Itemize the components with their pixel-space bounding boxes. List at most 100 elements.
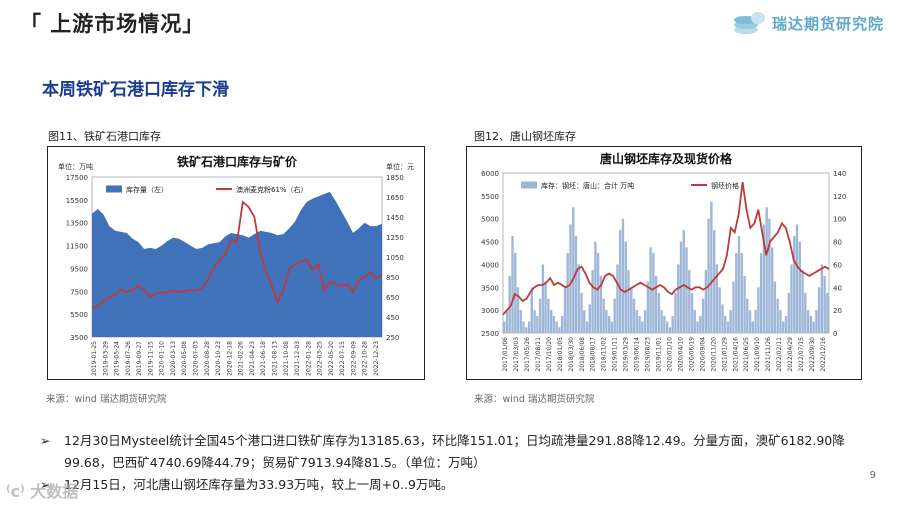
bullet-text: 12月30日Mysteel统计全国45个港口进口铁矿库存为13185.63，环比…: [64, 433, 845, 470]
x-axis-tick: 2021-06-18: [260, 341, 267, 376]
brand-logo: 瑞达期货研究院: [732, 10, 884, 36]
inventory-bar: [508, 275, 511, 333]
inventory-bar: [682, 230, 685, 333]
inventory-bar: [505, 310, 509, 333]
x-axis-tick: 2019-07-26: [125, 341, 132, 376]
inventory-bar: [627, 270, 630, 333]
x-axis-tick: 2018/01/05: [557, 337, 564, 372]
x-axis-tick: 2020-01-10: [159, 341, 166, 376]
inventory-bar: [602, 298, 605, 333]
inventory-bar: [787, 293, 790, 333]
inventory-bar: [715, 264, 719, 333]
inventory-bar: [533, 310, 536, 333]
inventory-bar: [514, 253, 517, 333]
right-axis-tick: 650: [386, 294, 399, 302]
inventory-bar: [699, 315, 702, 333]
x-axis-tick: 2019-03-29: [102, 341, 109, 376]
inventory-bar: [768, 218, 771, 333]
left-axis-tick: 5500: [70, 311, 88, 319]
x-axis-tick: 2022-09-09: [350, 341, 357, 376]
x-axis-tick: 2018/11/02: [601, 337, 608, 372]
left-axis-unit: 单位：万吨: [58, 162, 93, 171]
bullet-item: ➢ 12月15日，河北唐山钢坯库存量为33.93万吨，较上一周+0..9万吨。: [40, 474, 850, 496]
inventory-bar: [605, 310, 608, 333]
x-axis-tick: 2017/01/06: [502, 337, 509, 372]
right-axis-tick: 100: [833, 216, 846, 224]
right-axis-tick: 1250: [386, 234, 404, 242]
inventory-bar: [754, 310, 757, 333]
inventory-bar: [671, 315, 674, 333]
inventory-bar: [793, 235, 796, 333]
x-axis-tick: 2022-07-15: [339, 341, 346, 376]
inventory-bar: [737, 235, 741, 333]
inventory-bar: [762, 224, 766, 333]
inventory-bar: [503, 321, 506, 333]
x-axis-tick: 2021/06/25: [743, 337, 750, 372]
iron-ore-chart-panel: 铁矿石港口库存与矿价 单位：万吨 单位：元 3500 5500 7500 9500 11500…: [47, 146, 425, 380]
legend-swatch: [106, 185, 122, 193]
slide-title: 「 上游市场情况」: [20, 12, 205, 36]
x-axis-tick: 2017/03/03: [513, 337, 520, 372]
right-axis-tick: 1450: [386, 214, 404, 222]
inventory-bar: [743, 275, 746, 333]
x-axis-tick: 2021-02-26: [238, 341, 245, 376]
x-axis-tick: 2019/03/29: [623, 337, 630, 372]
right-axis-tick: 140: [833, 170, 846, 178]
inventory-bar: [707, 218, 710, 333]
right-axis-tick: 0: [833, 330, 837, 338]
bullet-list: ➢ 12月30日Mysteel统计全国45个港口进口铁矿库存为13185.63，…: [40, 430, 850, 496]
inventory-bar: [721, 304, 724, 333]
inventory-bar: [544, 281, 547, 333]
inventory-bar: [649, 247, 652, 333]
inventory-bar: [536, 315, 539, 333]
x-axis-tick: 2019/06/14: [634, 337, 641, 372]
left-chart-caption: 图11、铁矿石港口库存: [48, 130, 161, 143]
inventory-bar: [718, 287, 721, 333]
inventory-bar: [616, 264, 619, 333]
legend-label: 库存量（左）: [126, 185, 168, 194]
x-axis-tick: 2022-12-23: [373, 341, 380, 376]
x-axis-tick: 2020-08-28: [204, 341, 211, 376]
x-axis-tick: 2020/06/19: [688, 337, 695, 372]
left-axis-tick: 11500: [66, 243, 88, 251]
inventory-bar: [815, 310, 818, 333]
x-axis-tick: 2021-04-23: [249, 341, 256, 376]
bullet-text: 12月15日，河北唐山钢坯库存量为33.93万吨，较上一周+0..9万吨。: [64, 477, 454, 492]
inventory-bar: [646, 281, 650, 333]
x-axis-tick: 2022-10-28: [362, 341, 369, 376]
x-axis-tick: 2020-03-13: [170, 341, 177, 376]
inventory-bar: [685, 247, 688, 333]
right-axis-tick: 1850: [386, 174, 404, 182]
x-axis-tick: 2021/01/29: [721, 337, 728, 372]
right-axis-tick: 850: [386, 274, 399, 282]
inventory-bar: [563, 287, 567, 333]
x-axis-tick: 2017/05/26: [524, 337, 531, 372]
left-axis-tick: 3500: [481, 284, 499, 292]
inventory-bar: [779, 310, 782, 333]
right-axis-tick: 60: [833, 261, 842, 269]
inventory-bar: [527, 321, 531, 333]
inventory-bar: [771, 247, 774, 333]
inventory-bar: [577, 264, 580, 333]
slide-subtitle: 本周铁矿石港口库存下滑: [42, 80, 229, 100]
left-axis-tick: 4500: [481, 239, 499, 247]
inventory-bar: [820, 264, 824, 333]
right-axis-unit: 单位：元: [386, 162, 414, 171]
inventory-bar: [572, 207, 575, 333]
inventory-bar: [798, 241, 801, 333]
left-axis-tick: 13500: [66, 220, 88, 228]
inventory-bar: [826, 293, 829, 333]
x-axis-tick: 2019-11-15: [147, 341, 154, 376]
inventory-bar: [580, 293, 583, 333]
x-axis-tick: 2020/04/10: [677, 337, 684, 372]
inventory-bar: [782, 321, 785, 333]
x-axis-tick: 2019/11/01: [656, 337, 663, 372]
left-axis-tick: 2500: [481, 330, 499, 338]
inventory-bar: [547, 298, 550, 333]
inventory-bar: [668, 327, 672, 333]
inventory-bar: [652, 253, 655, 333]
inventory-bar: [566, 253, 569, 333]
inventory-bar: [619, 230, 622, 333]
x-axis-tick: 2022/07/15: [798, 337, 805, 372]
